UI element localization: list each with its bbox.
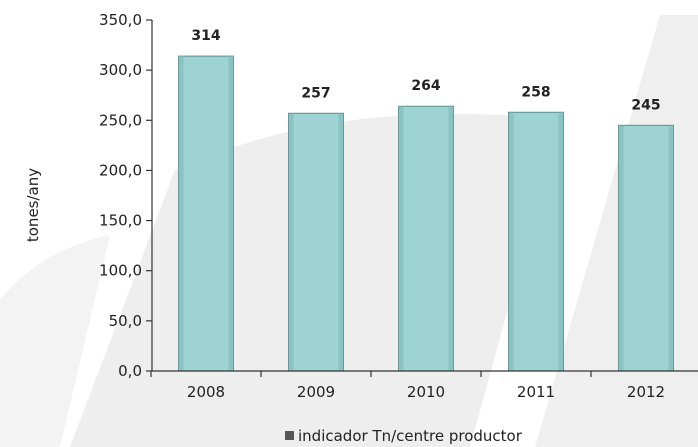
bar-2010 (398, 105, 454, 372)
data-label-2008: 314 (191, 28, 220, 44)
legend-swatch (285, 431, 294, 440)
bar-2008 (178, 55, 234, 372)
data-label-2009: 257 (301, 85, 330, 101)
y-tick-label: 200,0 (99, 161, 142, 179)
y-tick-label: 50,0 (109, 312, 142, 330)
data-label-2010: 264 (411, 78, 440, 94)
bar-2012 (618, 124, 674, 372)
bar-2011 (508, 111, 564, 372)
legend: indicador Tn/centre productor (285, 427, 523, 445)
background-watermark (0, 15, 698, 447)
bar-shade-right-2009 (338, 113, 344, 371)
bar-shade-right-2010 (448, 106, 454, 371)
bars (178, 55, 674, 372)
bar-shade-2010 (398, 106, 404, 371)
data-labels: 314 257 264 258 245 (191, 28, 660, 113)
legend-label: indicador Tn/centre productor (298, 427, 523, 445)
x-tick-label-2010: 2010 (407, 383, 445, 401)
y-tick-label: 300,0 (99, 61, 142, 79)
bar-shade-right-2008 (228, 56, 234, 372)
y-axis-title: tones/any (24, 168, 42, 242)
bar-2009 (288, 112, 344, 372)
y-tick-label: 250,0 (99, 111, 142, 129)
x-tick-label-2008: 2008 (187, 383, 225, 401)
x-tick-label-2009: 2009 (297, 383, 335, 401)
data-label-2012: 245 (631, 97, 660, 113)
y-tick-label: 100,0 (99, 262, 142, 280)
y-tick-label: 350,0 (99, 11, 142, 29)
axes: 0,0 50,0 100,0 150,0 200,0 250,0 300,0 350,0 200… (99, 11, 698, 401)
bar-shade-right-2012 (668, 125, 674, 371)
y-tick-label: 150,0 (99, 212, 142, 230)
bar-shade-2011 (508, 112, 514, 372)
bar-shade-right-2011 (558, 112, 564, 372)
x-tick-label-2011: 2011 (517, 383, 555, 401)
bar-shade-2009 (288, 113, 294, 371)
bar-shade-2012 (618, 125, 624, 371)
bar-shade-2008 (178, 56, 184, 372)
x-tick-label-2012: 2012 (627, 383, 665, 401)
data-label-2011: 258 (521, 84, 550, 100)
y-tick-label: 0,0 (118, 362, 142, 380)
